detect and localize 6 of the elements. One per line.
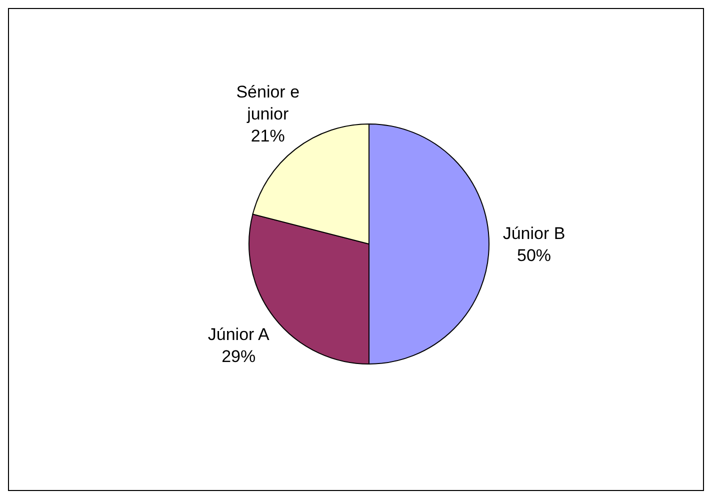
data-label: 29% bbox=[222, 346, 256, 366]
data-label: 21% bbox=[250, 126, 285, 146]
slice-label: Sénior e junior bbox=[236, 82, 300, 124]
slice-label: Júnior B bbox=[502, 224, 566, 242]
slice-label: Júnior A bbox=[208, 324, 270, 344]
data-label: 50% bbox=[516, 246, 552, 264]
